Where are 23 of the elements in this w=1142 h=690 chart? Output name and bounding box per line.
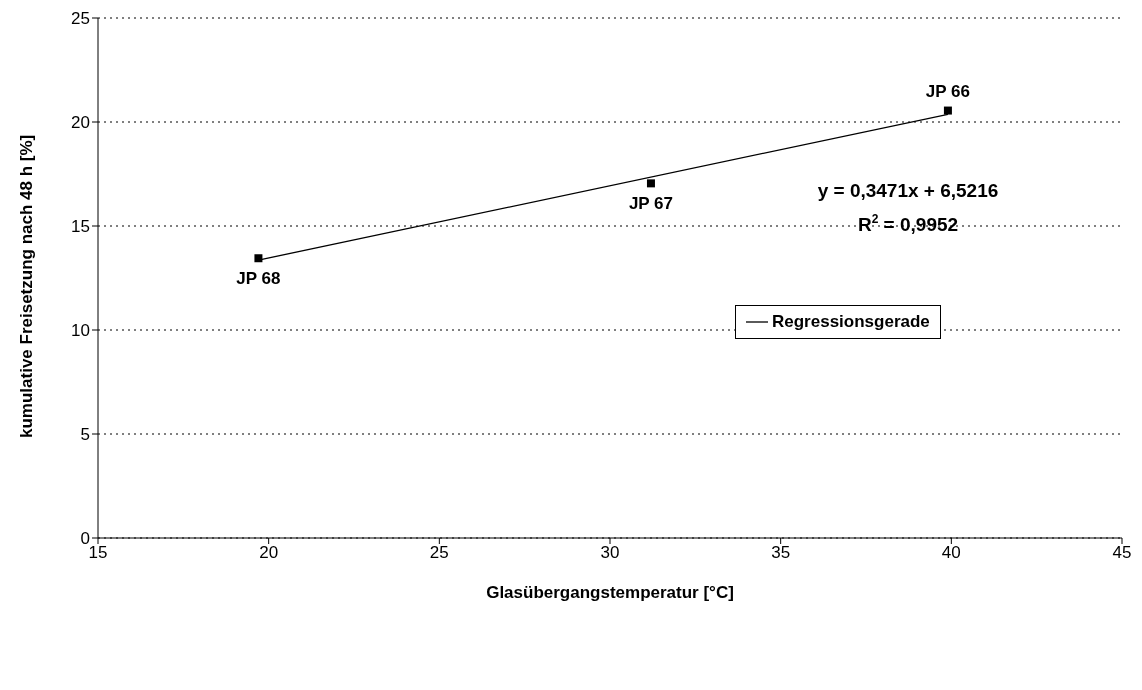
point [254,254,263,263]
y-axis-title: kumulative Freisetzung nach 48 h [%] [17,134,37,438]
y-tick-label: 5 [80,425,90,445]
y-tick-label: 0 [80,529,90,549]
x-tick-label: 30 [600,543,620,563]
annotation: JP 68 [236,269,281,289]
y-tick-label: 25 [71,9,90,29]
x-tick-label: 20 [259,543,279,563]
y-tick-label: 20 [71,113,90,133]
legend-label: Regressionsgerade [772,312,930,332]
x-tick-label: 25 [429,543,449,563]
x-tick-label: 35 [771,543,791,563]
annotation: R$^{2}$ = 0,9952 [856,211,960,237]
annotation: JP 66 [925,81,970,101]
annotation: JP 67 [628,194,674,214]
y-tick-label: 15 [71,217,90,237]
x-tick-label: 40 [941,543,961,563]
point [646,179,655,188]
x-tick-label: 45 [1112,543,1132,563]
annotation: y = 0,3471x + 6,5216 [816,179,1000,203]
y-tick-label: 10 [71,321,90,341]
point [943,106,952,115]
x-axis-title: Glasübergangstemperatur [°C] [486,583,734,602]
